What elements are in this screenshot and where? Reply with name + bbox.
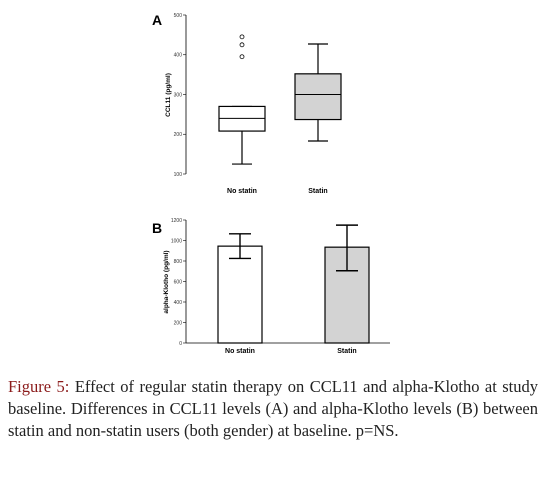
box — [294, 73, 342, 121]
panel-b-klotho-barchart: B alpha-Klotho (pg/ml) 0 200 400 600 800 1000… — [152, 218, 390, 355]
panel-label-a: A — [152, 12, 162, 28]
category-label: Statin — [337, 348, 356, 355]
y-axis-title-ccl11: CCL11 (pg/ml) — [165, 73, 172, 117]
y-tick-label: 400 — [174, 53, 183, 59]
category-label: No statin — [225, 348, 255, 355]
y-tick-label: 600 — [174, 279, 183, 285]
boxplot-marks — [218, 34, 342, 165]
figure-caption: Figure 5: Effect of regular statin thera… — [8, 376, 538, 442]
caption-label: Figure 5: — [8, 377, 70, 396]
category-labels-b: No statin Statin — [225, 348, 357, 355]
y-tick-label: 200 — [174, 320, 183, 326]
panel-label-b: B — [152, 220, 162, 236]
caption-text: Effect of regular statin therapy on CCL1… — [8, 377, 539, 440]
y-tick-label: 800 — [174, 259, 183, 265]
category-labels-a: No statin Statin — [227, 188, 328, 195]
outlier-point — [239, 42, 245, 48]
y-tick-label: 400 — [174, 300, 183, 306]
bar-marks — [217, 224, 370, 344]
y-tick-label: 200 — [174, 132, 183, 138]
bar — [217, 245, 263, 344]
y-tick-label: 100 — [174, 172, 183, 178]
y-tick-label: 1200 — [171, 218, 182, 224]
category-label: No statin — [227, 188, 257, 195]
y-tick-label: 500 — [174, 13, 183, 19]
outlier-point — [239, 54, 245, 60]
outlier-point — [239, 34, 245, 40]
category-label: Statin — [308, 188, 327, 195]
y-tick-label: 300 — [174, 92, 183, 98]
y-axis-title-klotho: alpha-Klotho (pg/ml) — [163, 250, 170, 313]
panel-a-ccl11-boxplot: A CCL11 (pg/ml) 100 200 300 400 500 No stati… — [152, 12, 342, 195]
y-tick-label: 0 — [179, 341, 182, 347]
y-axis-ccl11: 100 200 300 400 500 — [174, 13, 187, 178]
y-tick-label: 1000 — [171, 238, 182, 244]
